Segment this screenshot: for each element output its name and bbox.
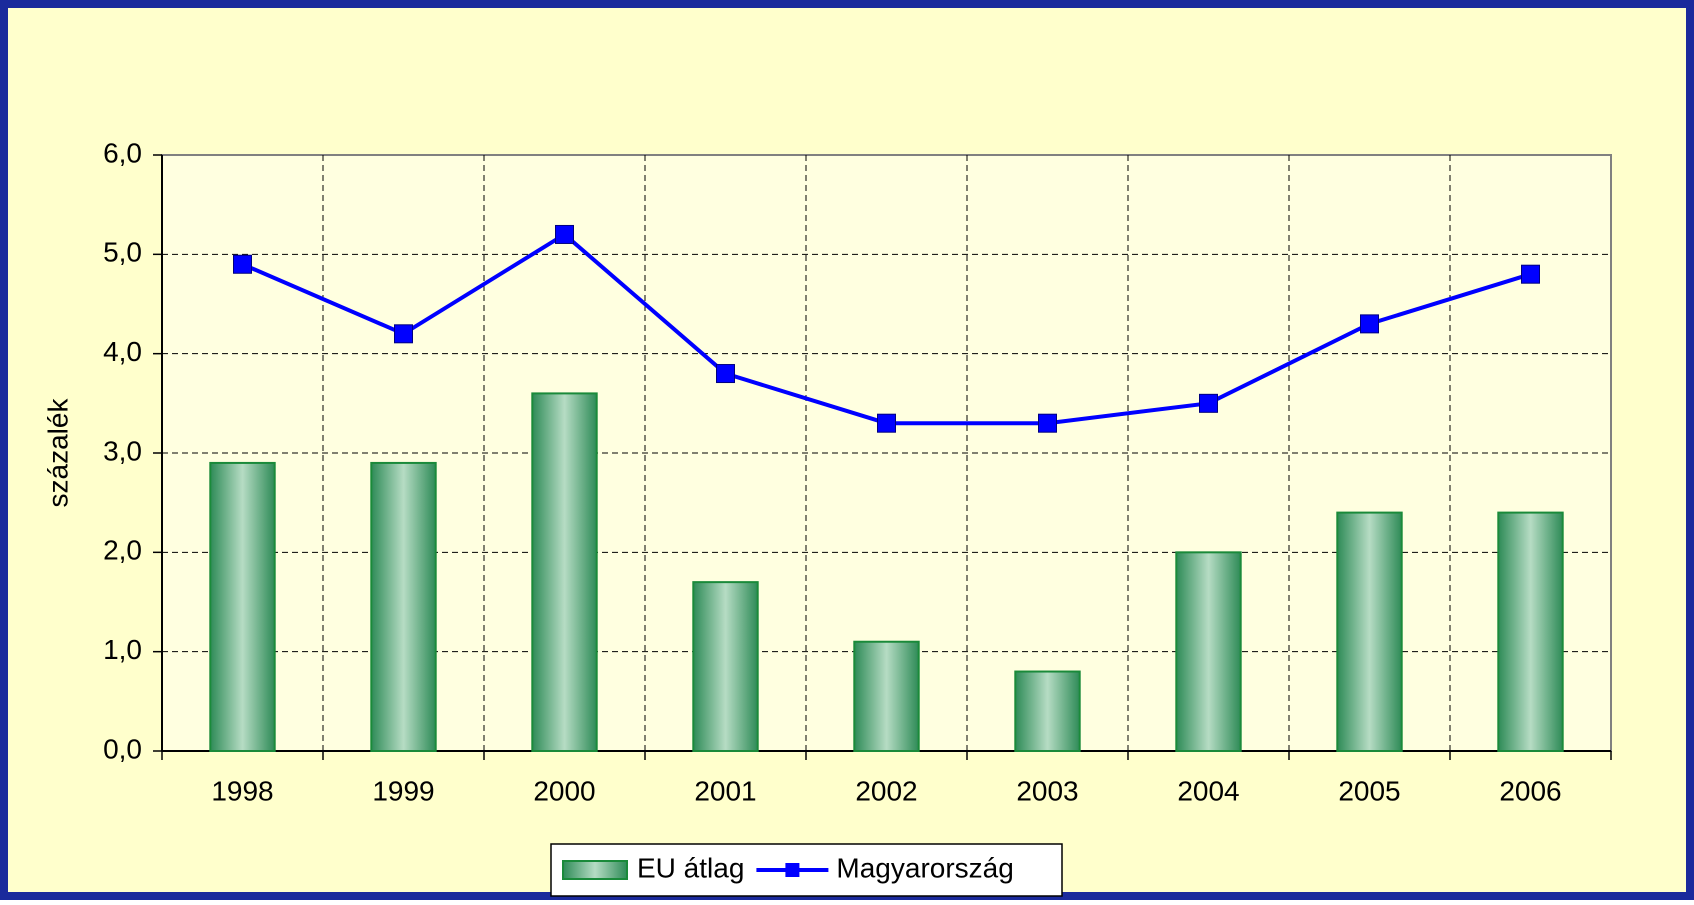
marker <box>555 224 574 244</box>
bar <box>209 461 276 752</box>
marker <box>1521 264 1540 284</box>
y-tick-label: 5,0 <box>103 237 142 268</box>
marker <box>1199 393 1218 413</box>
x-tick-label: 2001 <box>694 775 756 806</box>
y-tick-label: 1,0 <box>103 634 142 665</box>
x-tick-label: 2003 <box>1016 775 1078 806</box>
bar <box>1497 511 1564 752</box>
bar <box>531 392 598 752</box>
bar <box>1175 551 1242 752</box>
marker <box>394 324 413 344</box>
marker <box>1360 314 1379 334</box>
marker <box>233 254 252 274</box>
y-tick-label: 6,0 <box>103 137 142 168</box>
x-tick-label: 2000 <box>533 775 595 806</box>
y-tick-label: 3,0 <box>103 435 142 466</box>
bar <box>1336 511 1403 752</box>
marker <box>1038 413 1057 433</box>
y-axis-title: százalék <box>42 398 73 508</box>
x-tick-label: 2006 <box>1499 775 1561 806</box>
bar <box>692 581 759 753</box>
marker <box>877 413 896 433</box>
x-tick-label: 2002 <box>855 775 917 806</box>
bar <box>370 461 437 752</box>
legend-label: EU átlag <box>637 852 744 883</box>
x-tick-label: 2005 <box>1338 775 1400 806</box>
legend-swatch <box>562 860 628 880</box>
y-tick-label: 2,0 <box>103 535 142 566</box>
marker <box>716 364 735 384</box>
bar <box>1014 670 1081 752</box>
y-tick-label: 0,0 <box>103 733 142 764</box>
x-tick-label: 1998 <box>211 775 273 806</box>
legend-label: Magyarország <box>836 852 1013 883</box>
x-tick-label: 2004 <box>1177 775 1239 806</box>
legend-marker <box>785 863 800 877</box>
x-tick-label: 1999 <box>372 775 434 806</box>
bar <box>853 640 920 753</box>
y-tick-label: 4,0 <box>103 336 142 367</box>
